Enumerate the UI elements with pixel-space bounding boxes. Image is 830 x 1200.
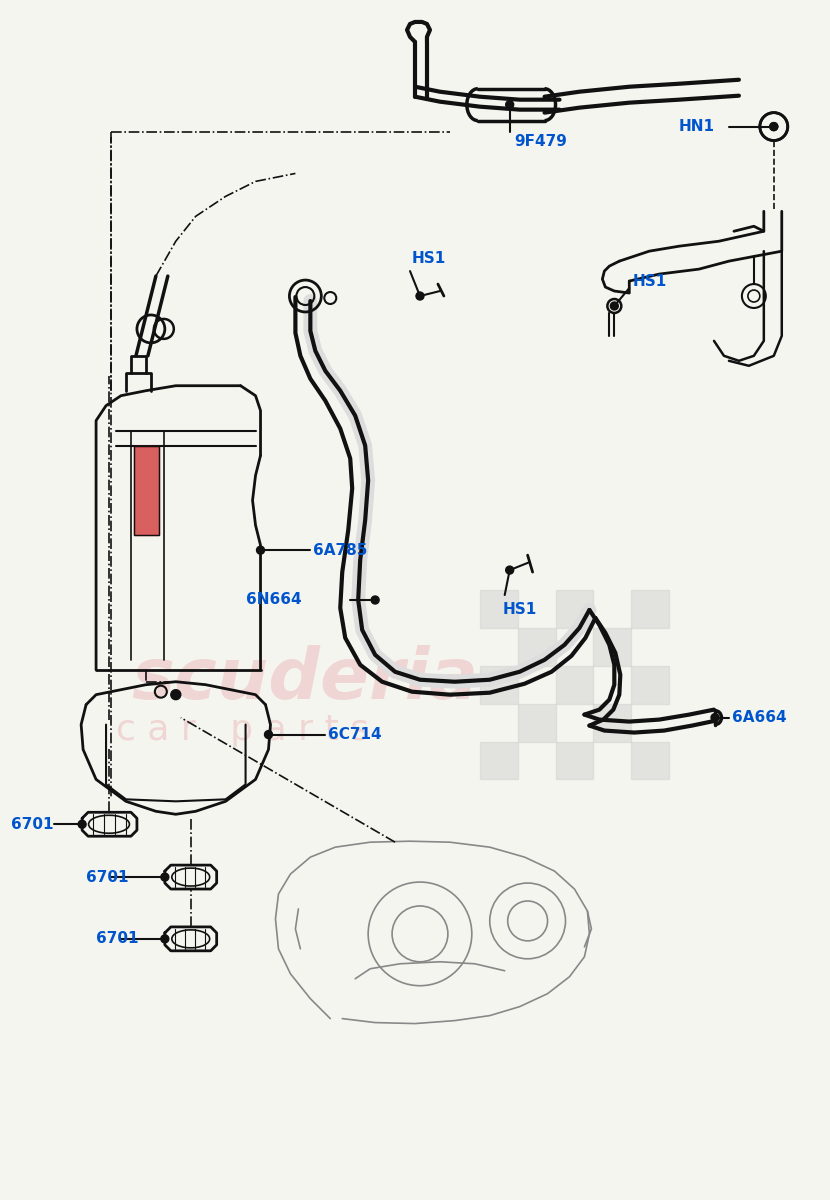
Text: 6701: 6701 (96, 931, 139, 947)
Bar (632, 590, 669, 628)
Bar (134, 445, 159, 535)
Circle shape (769, 122, 778, 131)
Bar (555, 742, 593, 779)
Circle shape (505, 566, 514, 574)
Circle shape (371, 596, 379, 604)
Circle shape (416, 292, 424, 300)
Text: 6701: 6701 (12, 817, 54, 832)
Bar (480, 590, 518, 628)
Circle shape (505, 101, 514, 109)
Bar (632, 742, 669, 779)
Text: 9F479: 9F479 (515, 134, 568, 149)
Text: HS1: HS1 (503, 602, 537, 618)
Bar (480, 742, 518, 779)
Bar (593, 628, 632, 666)
Text: 6A785: 6A785 (314, 542, 368, 558)
Bar (555, 666, 593, 703)
Text: 6N664: 6N664 (246, 593, 301, 607)
Circle shape (265, 731, 272, 738)
Bar (555, 590, 593, 628)
Text: 6A664: 6A664 (732, 710, 787, 725)
Circle shape (78, 821, 86, 828)
Text: c a r   p a r t s: c a r p a r t s (116, 713, 369, 746)
Text: 6701: 6701 (86, 870, 129, 884)
Circle shape (610, 302, 618, 310)
Text: HS1: HS1 (412, 251, 447, 265)
Bar (518, 703, 555, 742)
Bar (632, 666, 669, 703)
Text: 6C714: 6C714 (329, 727, 382, 742)
Bar (480, 666, 518, 703)
Circle shape (417, 293, 423, 299)
Circle shape (506, 568, 513, 574)
Circle shape (171, 690, 181, 700)
Circle shape (161, 874, 168, 881)
Bar (518, 628, 555, 666)
Bar (134, 445, 159, 535)
Text: scuderia: scuderia (131, 646, 478, 714)
Text: HN1: HN1 (679, 119, 715, 134)
Circle shape (612, 302, 618, 308)
Circle shape (161, 935, 168, 943)
Text: HS1: HS1 (632, 274, 666, 288)
Circle shape (711, 714, 719, 721)
Bar (593, 703, 632, 742)
Circle shape (256, 546, 265, 554)
Circle shape (769, 122, 778, 131)
